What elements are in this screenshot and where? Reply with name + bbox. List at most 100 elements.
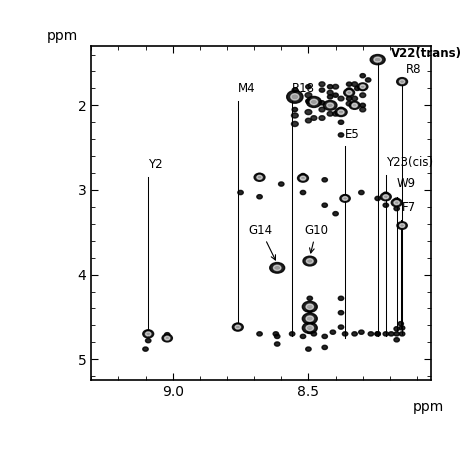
Ellipse shape [279,182,284,186]
Ellipse shape [291,94,299,100]
Ellipse shape [322,203,328,207]
Ellipse shape [319,82,325,87]
Ellipse shape [306,304,313,309]
Ellipse shape [383,203,389,207]
Text: Y2: Y2 [148,159,163,171]
Ellipse shape [338,110,344,114]
Ellipse shape [397,77,408,86]
Text: Y23(cis): Y23(cis) [386,156,433,169]
Ellipse shape [322,178,328,182]
Ellipse shape [306,316,313,321]
Ellipse shape [327,103,334,108]
Text: F7: F7 [402,201,416,214]
Ellipse shape [302,313,317,324]
Text: G14: G14 [249,223,275,260]
Ellipse shape [311,332,317,336]
Ellipse shape [360,85,365,89]
Ellipse shape [330,330,336,334]
Ellipse shape [307,329,312,333]
Ellipse shape [270,263,285,273]
Ellipse shape [359,190,364,195]
Ellipse shape [302,301,317,312]
Ellipse shape [319,116,325,120]
Ellipse shape [333,93,338,97]
Ellipse shape [394,207,400,211]
Ellipse shape [352,96,357,101]
Ellipse shape [340,195,350,202]
Ellipse shape [338,96,344,101]
Ellipse shape [298,174,309,182]
Ellipse shape [146,330,151,334]
Ellipse shape [323,101,337,110]
Ellipse shape [305,92,312,98]
Ellipse shape [359,330,364,334]
Ellipse shape [374,57,382,62]
Ellipse shape [394,327,400,331]
Ellipse shape [394,337,400,342]
Ellipse shape [380,193,391,201]
Ellipse shape [352,332,357,336]
Ellipse shape [300,334,306,338]
Ellipse shape [333,212,338,216]
Ellipse shape [360,73,365,78]
Text: E5: E5 [345,128,360,141]
Ellipse shape [302,323,317,333]
Ellipse shape [375,332,380,336]
Ellipse shape [391,199,402,207]
Ellipse shape [306,259,313,264]
Ellipse shape [394,332,400,336]
Ellipse shape [342,332,348,336]
Ellipse shape [146,332,151,336]
Ellipse shape [305,110,312,115]
Ellipse shape [400,80,405,84]
Ellipse shape [307,308,312,312]
Text: M4: M4 [238,82,255,95]
Ellipse shape [300,176,306,180]
Ellipse shape [319,107,325,112]
Ellipse shape [291,94,299,100]
Text: G10: G10 [304,223,328,253]
Ellipse shape [327,90,333,95]
Ellipse shape [306,96,321,107]
Ellipse shape [274,266,280,270]
Ellipse shape [400,332,405,336]
Ellipse shape [352,103,357,107]
Ellipse shape [346,91,352,95]
Ellipse shape [383,332,389,336]
Ellipse shape [146,338,151,343]
Ellipse shape [389,332,394,336]
Ellipse shape [306,99,311,103]
Ellipse shape [375,196,380,201]
Ellipse shape [164,333,170,337]
Ellipse shape [306,85,311,89]
Ellipse shape [398,322,403,326]
Ellipse shape [292,107,298,112]
Ellipse shape [274,334,280,338]
Ellipse shape [273,265,281,270]
Ellipse shape [290,332,295,336]
Ellipse shape [257,332,262,336]
Ellipse shape [346,96,352,101]
Ellipse shape [338,107,344,112]
Ellipse shape [307,259,312,263]
Ellipse shape [346,82,352,86]
Ellipse shape [352,82,357,87]
Ellipse shape [346,88,352,92]
Ellipse shape [327,103,333,108]
Text: ppm: ppm [413,400,444,414]
Ellipse shape [338,325,344,329]
Ellipse shape [346,101,352,106]
Ellipse shape [360,86,365,91]
Ellipse shape [143,347,148,351]
Ellipse shape [322,334,328,338]
Ellipse shape [397,222,407,229]
Ellipse shape [383,192,389,196]
Ellipse shape [307,322,312,326]
Ellipse shape [338,296,344,300]
Ellipse shape [400,80,405,84]
Text: R8: R8 [406,63,422,76]
Ellipse shape [164,336,170,340]
Ellipse shape [355,86,360,91]
Ellipse shape [338,120,344,125]
Ellipse shape [310,99,318,105]
